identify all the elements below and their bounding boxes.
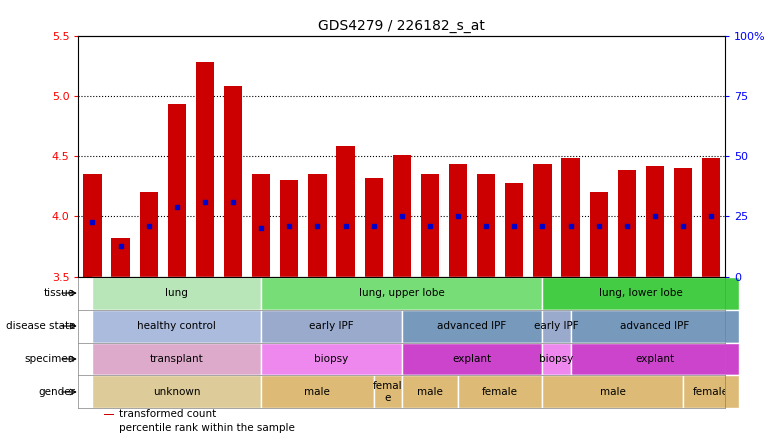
Bar [93,376,261,408]
Bar [618,170,636,277]
Bar [449,164,467,277]
Bar [590,192,608,277]
Text: percentile rank within the sample: percentile rank within the sample [119,423,295,433]
Bar [646,166,664,277]
Bar [683,376,739,408]
Bar [261,277,543,309]
Bar [280,180,299,277]
Text: explant: explant [635,354,674,364]
Bar [543,277,739,309]
Bar [421,174,439,277]
Text: biopsy: biopsy [539,354,574,364]
Bar [261,376,374,408]
Bar [93,309,261,342]
Text: lung: lung [165,288,188,298]
Bar [104,414,114,415]
Bar [505,182,524,277]
Text: unknown: unknown [153,387,201,397]
Bar [308,174,327,277]
Text: tissue: tissue [44,288,75,298]
Text: gender: gender [38,387,75,397]
Text: lung, lower lobe: lung, lower lobe [599,288,683,298]
Bar [402,309,543,342]
Text: biopsy: biopsy [314,354,349,364]
Bar [533,164,552,277]
Bar [83,174,102,277]
Text: male: male [417,387,443,397]
Bar [111,238,129,277]
Text: male: male [304,387,330,397]
Bar [336,147,354,277]
Bar [402,342,543,376]
Text: transformed count: transformed count [119,409,216,419]
Bar [702,159,720,277]
Bar [543,309,571,342]
Text: healthy control: healthy control [137,321,216,331]
Bar [93,277,261,309]
Text: advanced IPF: advanced IPF [437,321,506,331]
Bar [140,192,158,277]
Text: lung, upper lobe: lung, upper lobe [359,288,445,298]
Text: early IPF: early IPF [309,321,354,331]
Bar [93,342,261,376]
Bar [168,104,186,277]
Bar [571,309,739,342]
Bar [561,159,579,277]
Text: female: female [693,387,729,397]
Text: femal
e: femal e [373,381,402,403]
Text: explant: explant [452,354,492,364]
Bar [365,178,383,277]
Bar [543,342,571,376]
Text: advanced IPF: advanced IPF [620,321,689,331]
Bar [196,62,214,277]
Text: transplant: transplant [150,354,204,364]
Bar [374,376,402,408]
Bar [261,309,401,342]
Text: early IPF: early IPF [534,321,579,331]
Text: male: male [600,387,626,397]
Bar [477,174,495,277]
Bar [224,86,242,277]
Bar [252,174,270,277]
Bar [458,376,543,408]
Text: specimen: specimen [25,354,75,364]
Bar [674,168,692,277]
Bar [543,376,683,408]
Bar [571,342,739,376]
Text: disease state: disease state [5,321,75,331]
Bar [261,342,401,376]
Bar [393,155,411,277]
Bar [402,376,458,408]
Title: GDS4279 / 226182_s_at: GDS4279 / 226182_s_at [318,19,485,33]
Text: female: female [482,387,518,397]
